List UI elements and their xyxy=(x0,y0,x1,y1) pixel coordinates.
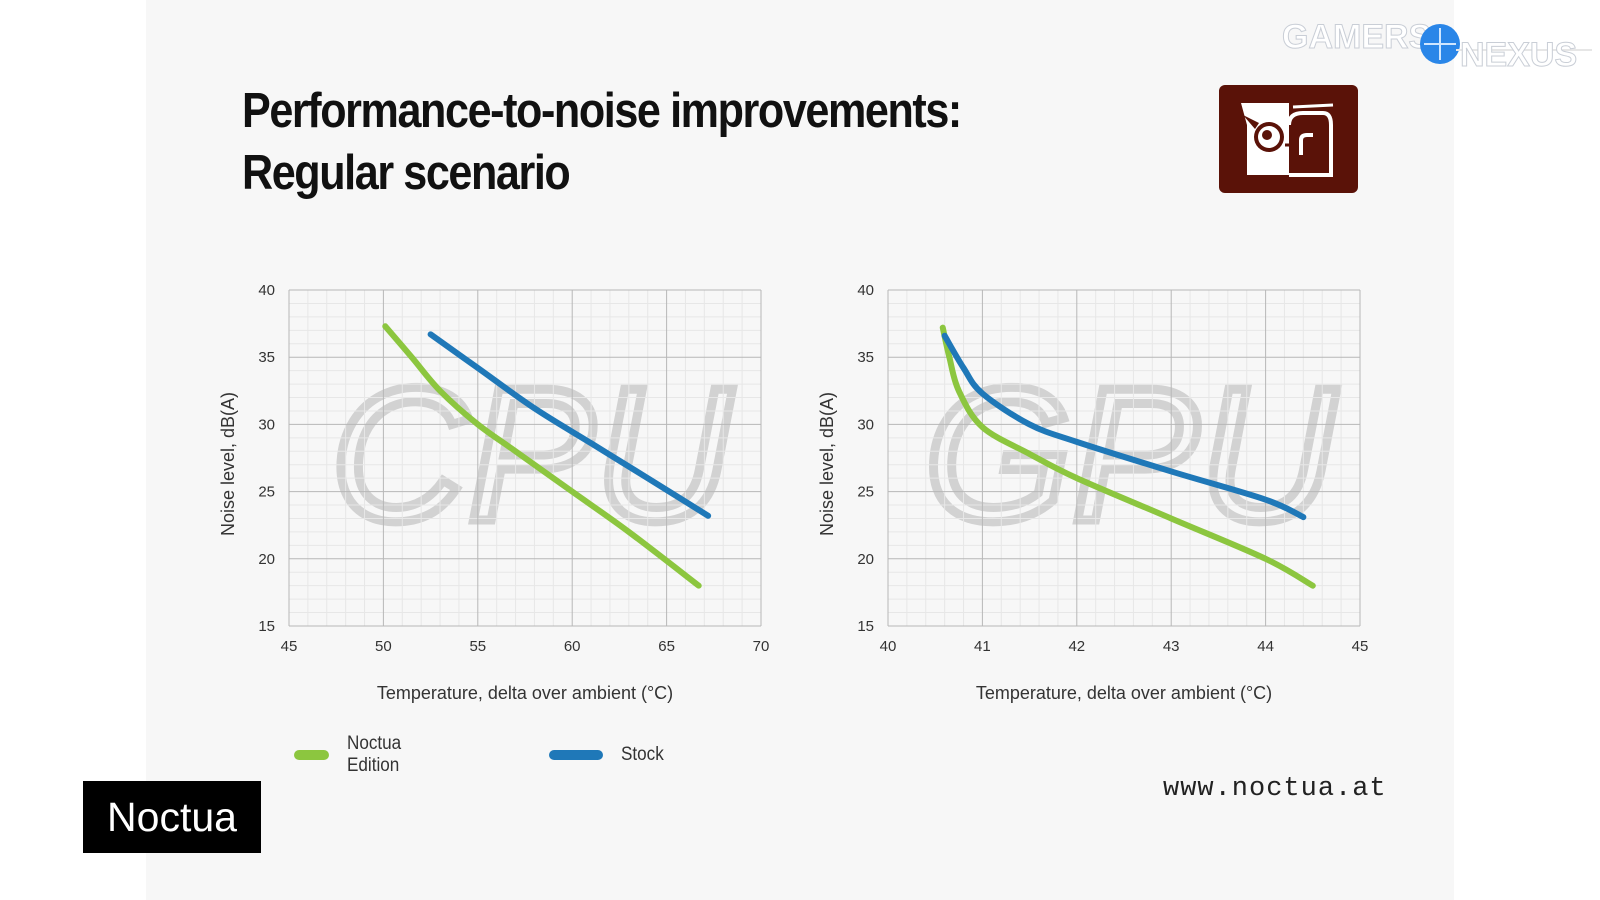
title-line-1: Performance-to-noise improvements: xyxy=(242,84,962,138)
gpu-x-axis-label: Temperature, delta over ambient (°C) xyxy=(976,683,1272,703)
cpu-y-tick-label: 15 xyxy=(258,618,275,635)
cpu-x-tick-label: 65 xyxy=(658,638,675,655)
cpu-y-axis-label: Noise level, dB(A) xyxy=(218,392,238,536)
slide-title: Performance-to-noise improvements: Regul… xyxy=(242,80,962,204)
gpu-series-line-noctua-edition xyxy=(939,324,1316,589)
noctua-badge: Noctua xyxy=(83,781,261,853)
gpu-y-tick-label: 30 xyxy=(857,416,874,433)
watermark-right-text: NEXUS xyxy=(1460,36,1577,72)
gpu-x-tick-label: 45 xyxy=(1352,638,1369,655)
gpu-y-tick-label: 20 xyxy=(857,551,874,568)
gpu-y-tick-label: 40 xyxy=(857,282,874,299)
cpu-y-tick-label: 35 xyxy=(258,349,275,366)
gpu-x-tick-label: 40 xyxy=(880,638,897,655)
legend-item-noctua-edition: Noctua Edition xyxy=(294,733,426,776)
gpu-y-tick-label: 15 xyxy=(857,618,874,635)
legend-item-stock: Stock xyxy=(549,740,669,770)
cpu-x-tick-label: 70 xyxy=(753,638,770,655)
cpu-x-tick-label: 50 xyxy=(375,638,392,655)
cpu-x-tick-label: 45 xyxy=(281,638,298,655)
noctua-owl-logo xyxy=(1219,85,1358,193)
cpu-y-tick-label: 30 xyxy=(258,416,275,433)
legend-swatch-noctua-edition xyxy=(294,750,329,760)
cpu-x-tick-label: 60 xyxy=(564,638,581,655)
gpu-y-axis-label: Noise level, dB(A) xyxy=(817,392,837,536)
watermark-left-text: GAMERS xyxy=(1282,18,1431,56)
legend-label-stock: Stock xyxy=(621,744,664,765)
gamers-nexus-watermark: GAMERS NEXUS xyxy=(1282,18,1592,72)
cpu-background-label: CPU xyxy=(330,349,733,561)
legend-label-noctua-edition: Noctua Edition xyxy=(346,733,401,776)
cpu-y-tick-label: 40 xyxy=(258,282,275,299)
gpu-x-tick-label: 43 xyxy=(1163,638,1180,655)
gpu-x-tick-label: 41 xyxy=(974,638,991,655)
cpu-y-tick-label: 25 xyxy=(258,484,275,501)
cpu-series-line-stock xyxy=(427,331,712,519)
cpu-chart: CPU 45 50 55 60 65 70 15 20 25 30 35 40 Temperature, … xyxy=(218,282,769,703)
cpu-y-tick-label: 20 xyxy=(258,551,275,568)
legend-swatch-stock xyxy=(549,750,603,760)
gpu-series-line-stock xyxy=(941,332,1307,521)
cpu-x-axis-label: Temperature, delta over ambient (°C) xyxy=(377,683,673,703)
owl-icon xyxy=(1241,103,1334,177)
cpu-series-line-noctua-edition xyxy=(382,323,702,589)
cpu-x-tick-label: 55 xyxy=(469,638,486,655)
title-line-2: Regular scenario xyxy=(242,146,571,200)
gpu-background-label: GPU xyxy=(924,349,1338,561)
website-url: www.noctua.at xyxy=(1163,774,1387,804)
gpu-y-tick-label: 35 xyxy=(857,349,874,366)
gpu-x-tick-label: 42 xyxy=(1068,638,1085,655)
gpu-x-tick-label: 44 xyxy=(1257,638,1274,655)
gpu-chart: GPU 40 41 42 43 44 45 15 20 25 30 35 40 Temperature, … xyxy=(817,282,1368,703)
gpu-y-tick-label: 25 xyxy=(857,484,874,501)
